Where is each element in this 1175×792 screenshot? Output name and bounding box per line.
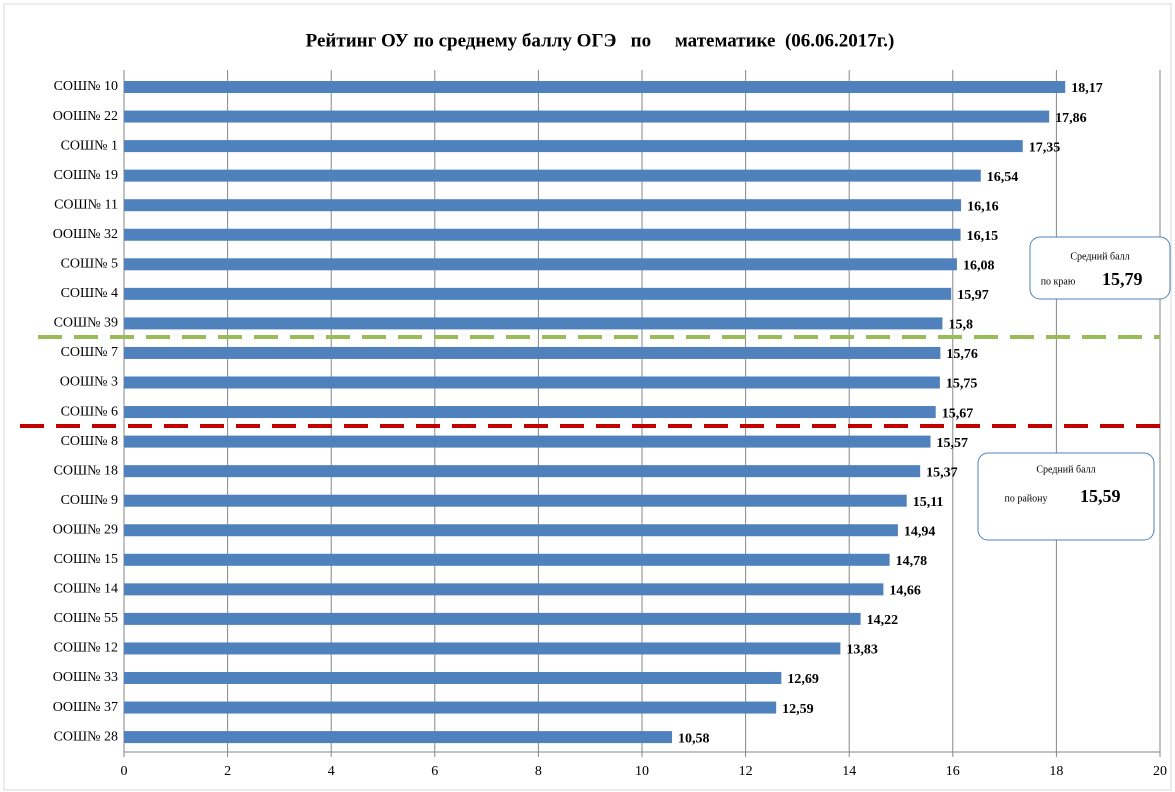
value-label: 14,66 [889, 584, 921, 599]
y-tick-label: СОШ№ 1 [61, 138, 118, 153]
y-tick-label: СОШ№ 39 [54, 316, 118, 331]
x-tick-label: 20 [1153, 764, 1167, 779]
callout-box [1029, 236, 1171, 300]
value-label: 17,35 [1029, 140, 1061, 155]
value-label: 16,15 [967, 229, 999, 244]
bar [124, 494, 907, 507]
bar [124, 435, 931, 448]
value-label: 14,94 [904, 524, 936, 539]
y-tick-label: СОШ№ 18 [54, 463, 118, 478]
value-label: 15,67 [942, 406, 974, 421]
bar [124, 583, 884, 596]
value-label: 17,86 [1055, 111, 1087, 126]
bar [124, 228, 961, 241]
value-label: 16,54 [987, 170, 1019, 185]
y-tick-label: ООШ№ 32 [53, 227, 118, 242]
y-tick-label: СОШ№ 28 [54, 729, 118, 744]
x-tick-label: 8 [535, 764, 542, 779]
x-tick-label: 12 [739, 764, 753, 779]
bar [124, 110, 1050, 123]
x-tick-label: 16 [946, 764, 960, 779]
value-label: 16,08 [963, 259, 995, 274]
value-label: 15,57 [937, 436, 969, 451]
y-tick-label: ООШ№ 3 [60, 375, 118, 390]
x-tick-label: 14 [842, 764, 856, 779]
bar [124, 553, 890, 566]
y-tick-label: СОШ№ 14 [54, 582, 118, 597]
y-tick-label: СОШ№ 8 [61, 434, 118, 449]
y-tick-label: СОШ№ 6 [61, 404, 118, 419]
x-tick-label: 0 [121, 764, 128, 779]
y-tick-label: СОШ№ 7 [61, 345, 118, 360]
value-label: 15,11 [913, 495, 944, 510]
value-label: 15,75 [946, 377, 978, 392]
x-tick-label: 18 [1049, 764, 1063, 779]
bar [124, 701, 777, 714]
y-tick-label: СОШ№ 9 [61, 493, 118, 508]
callout-text: Средний балл [1036, 464, 1095, 475]
value-label: 18,17 [1071, 81, 1103, 96]
y-tick-label: ООШ№ 29 [53, 522, 118, 537]
value-label: 14,22 [867, 613, 899, 628]
callout-value: 15,59 [1080, 486, 1121, 506]
bar [124, 346, 941, 359]
value-label: 15,8 [948, 318, 973, 333]
bar [124, 140, 1023, 153]
bar [124, 672, 782, 684]
value-label: 15,97 [957, 288, 989, 303]
bar [124, 376, 940, 389]
bar [124, 199, 962, 212]
value-label: 15,37 [926, 465, 958, 480]
callout-text: по району [1005, 493, 1048, 504]
callout-text: по краю [1041, 276, 1076, 287]
y-tick-label: СОШ№ 10 [54, 79, 118, 94]
bar [124, 406, 936, 419]
callout-value: 15,79 [1102, 269, 1143, 289]
bar [124, 287, 952, 300]
x-tick-label: 4 [328, 764, 335, 779]
bar [124, 258, 957, 271]
y-tick-label: СОШ№ 55 [54, 611, 118, 626]
bar [124, 465, 921, 478]
bar [124, 731, 673, 744]
x-tick-label: 10 [635, 764, 649, 779]
bar [124, 81, 1066, 93]
bar [124, 317, 943, 330]
value-label: 10,58 [678, 731, 710, 746]
y-tick-label: СОШ№ 12 [54, 641, 118, 656]
chart-title: Рейтинг ОУ по среднему баллу ОГЭ по мате… [306, 30, 895, 51]
value-label: 14,78 [896, 554, 928, 569]
x-tick-label: 6 [431, 764, 438, 779]
value-label: 15,76 [946, 347, 978, 362]
x-tick-label: 2 [224, 764, 231, 779]
callout-text: Средний балл [1070, 251, 1129, 262]
y-tick-label: СОШ№ 5 [61, 257, 118, 272]
y-tick-label: ООШ№ 37 [53, 700, 118, 715]
y-tick-label: СОШ№ 11 [54, 197, 118, 212]
callout-box [977, 452, 1155, 541]
bar [124, 169, 981, 182]
y-tick-label: СОШ№ 19 [54, 168, 118, 183]
chart-frame [3, 3, 1172, 791]
y-tick-label: СОШ№ 4 [61, 286, 118, 301]
bar [124, 642, 841, 655]
y-tick-label: ООШ№ 22 [53, 109, 118, 124]
y-tick-label: ООШ№ 33 [53, 670, 118, 685]
value-label: 12,69 [787, 672, 819, 687]
value-label: 16,16 [967, 199, 999, 214]
y-tick-label: СОШ№ 15 [54, 552, 118, 567]
value-label: 13,83 [846, 643, 878, 658]
value-label: 12,59 [782, 702, 814, 717]
bar [124, 612, 861, 625]
bar [124, 524, 898, 537]
